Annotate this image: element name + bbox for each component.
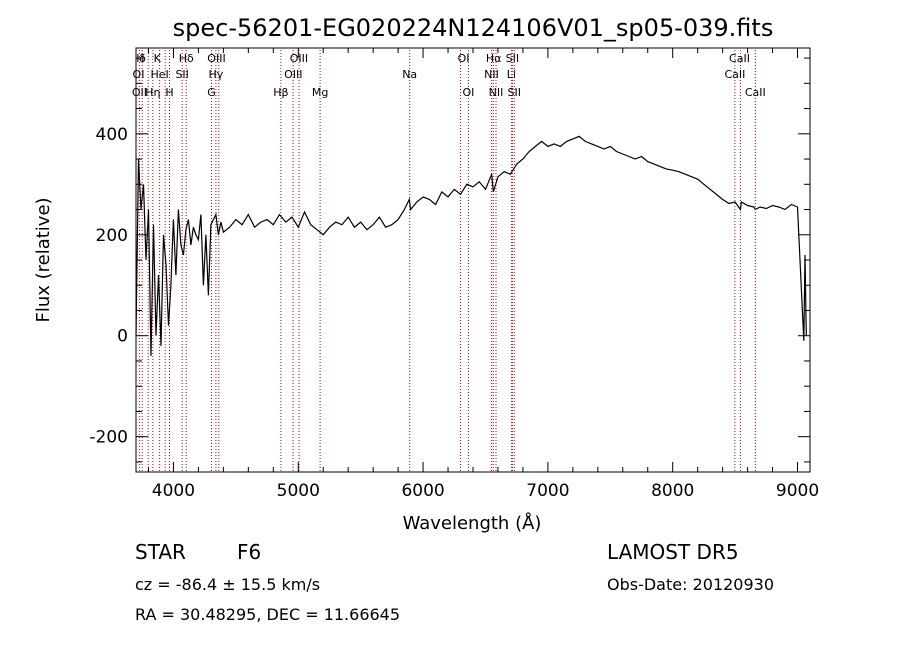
axis-ticks: 4000 5000 6000 7000 8000 9000 -200 0 200 400 [89, 48, 819, 501]
spectral-line-label: SII [506, 52, 519, 65]
redshift-text: cz = -86.4 ± 15.5 km/s [135, 575, 320, 594]
spectral-line-label: NII [484, 68, 499, 81]
survey-name: LAMOST DR5 [607, 540, 739, 564]
spectral-line-label: H [165, 86, 173, 99]
y-tick-label: 0 [117, 327, 128, 347]
x-tick-label: 7000 [526, 481, 569, 501]
spectral-line-label: NII [489, 86, 504, 99]
spectral-line-label: OIII [290, 52, 308, 65]
spectral-line-label: SII [508, 86, 521, 99]
spectral-line-label: K [154, 52, 162, 65]
spectral-line-label: Na [402, 68, 417, 81]
x-tick-label: 6000 [401, 481, 444, 501]
x-tick-label: 5000 [277, 481, 320, 501]
spectral-line-label: CaII [745, 86, 766, 99]
spectral-line-label: OI [133, 68, 145, 81]
spectral-line-label: CaII [724, 68, 745, 81]
spectral-line-label: CaII [729, 52, 750, 65]
spectral-line-label: HeI [150, 68, 168, 81]
spectral-line-label: G [207, 86, 216, 99]
y-axis-label: Flux (relative) [33, 197, 54, 322]
x-axis-label: Wavelength (Å) [403, 512, 542, 534]
spectral-line-label: Li [507, 68, 516, 81]
y-tick-label: 400 [96, 125, 128, 145]
object-type: STAR [135, 540, 186, 564]
spectral-line-label: OIII [207, 52, 225, 65]
y-tick-label: -200 [89, 428, 128, 448]
spectral-line-label: OI [462, 86, 474, 99]
spectral-line-markers [138, 50, 756, 472]
x-tick-label: 9000 [776, 481, 819, 501]
spectral-line-label: OI [458, 52, 470, 65]
spectral-line-label: Hα [486, 52, 502, 65]
spectral-line-label: Hβ [273, 86, 288, 99]
x-tick-label: 8000 [651, 481, 694, 501]
y-tick-label: 200 [96, 226, 128, 246]
spectral-line-label: Mg [312, 86, 328, 99]
chart-title: spec-56201-EG020224N124106V01_sp05-039.f… [173, 14, 774, 42]
spectral-line-label: OIII [284, 68, 302, 81]
spectrum-line [135, 135, 807, 356]
plot-frame [135, 47, 811, 473]
coordinates: RA = 30.48295, DEC = 11.66645 [135, 605, 400, 624]
obs-date: Obs-Date: 20120930 [607, 575, 774, 594]
spectral-line-label: δ [139, 52, 146, 65]
spectral-line-label: Hγ [209, 68, 224, 81]
spectral-line-label: Hδ [179, 52, 194, 65]
subclass: F6 [237, 540, 261, 564]
spectral-line-label: Hη [145, 86, 160, 99]
spectral-line-label: SII [175, 68, 188, 81]
spectrum-series [135, 135, 807, 356]
x-tick-label: 4000 [152, 481, 195, 501]
